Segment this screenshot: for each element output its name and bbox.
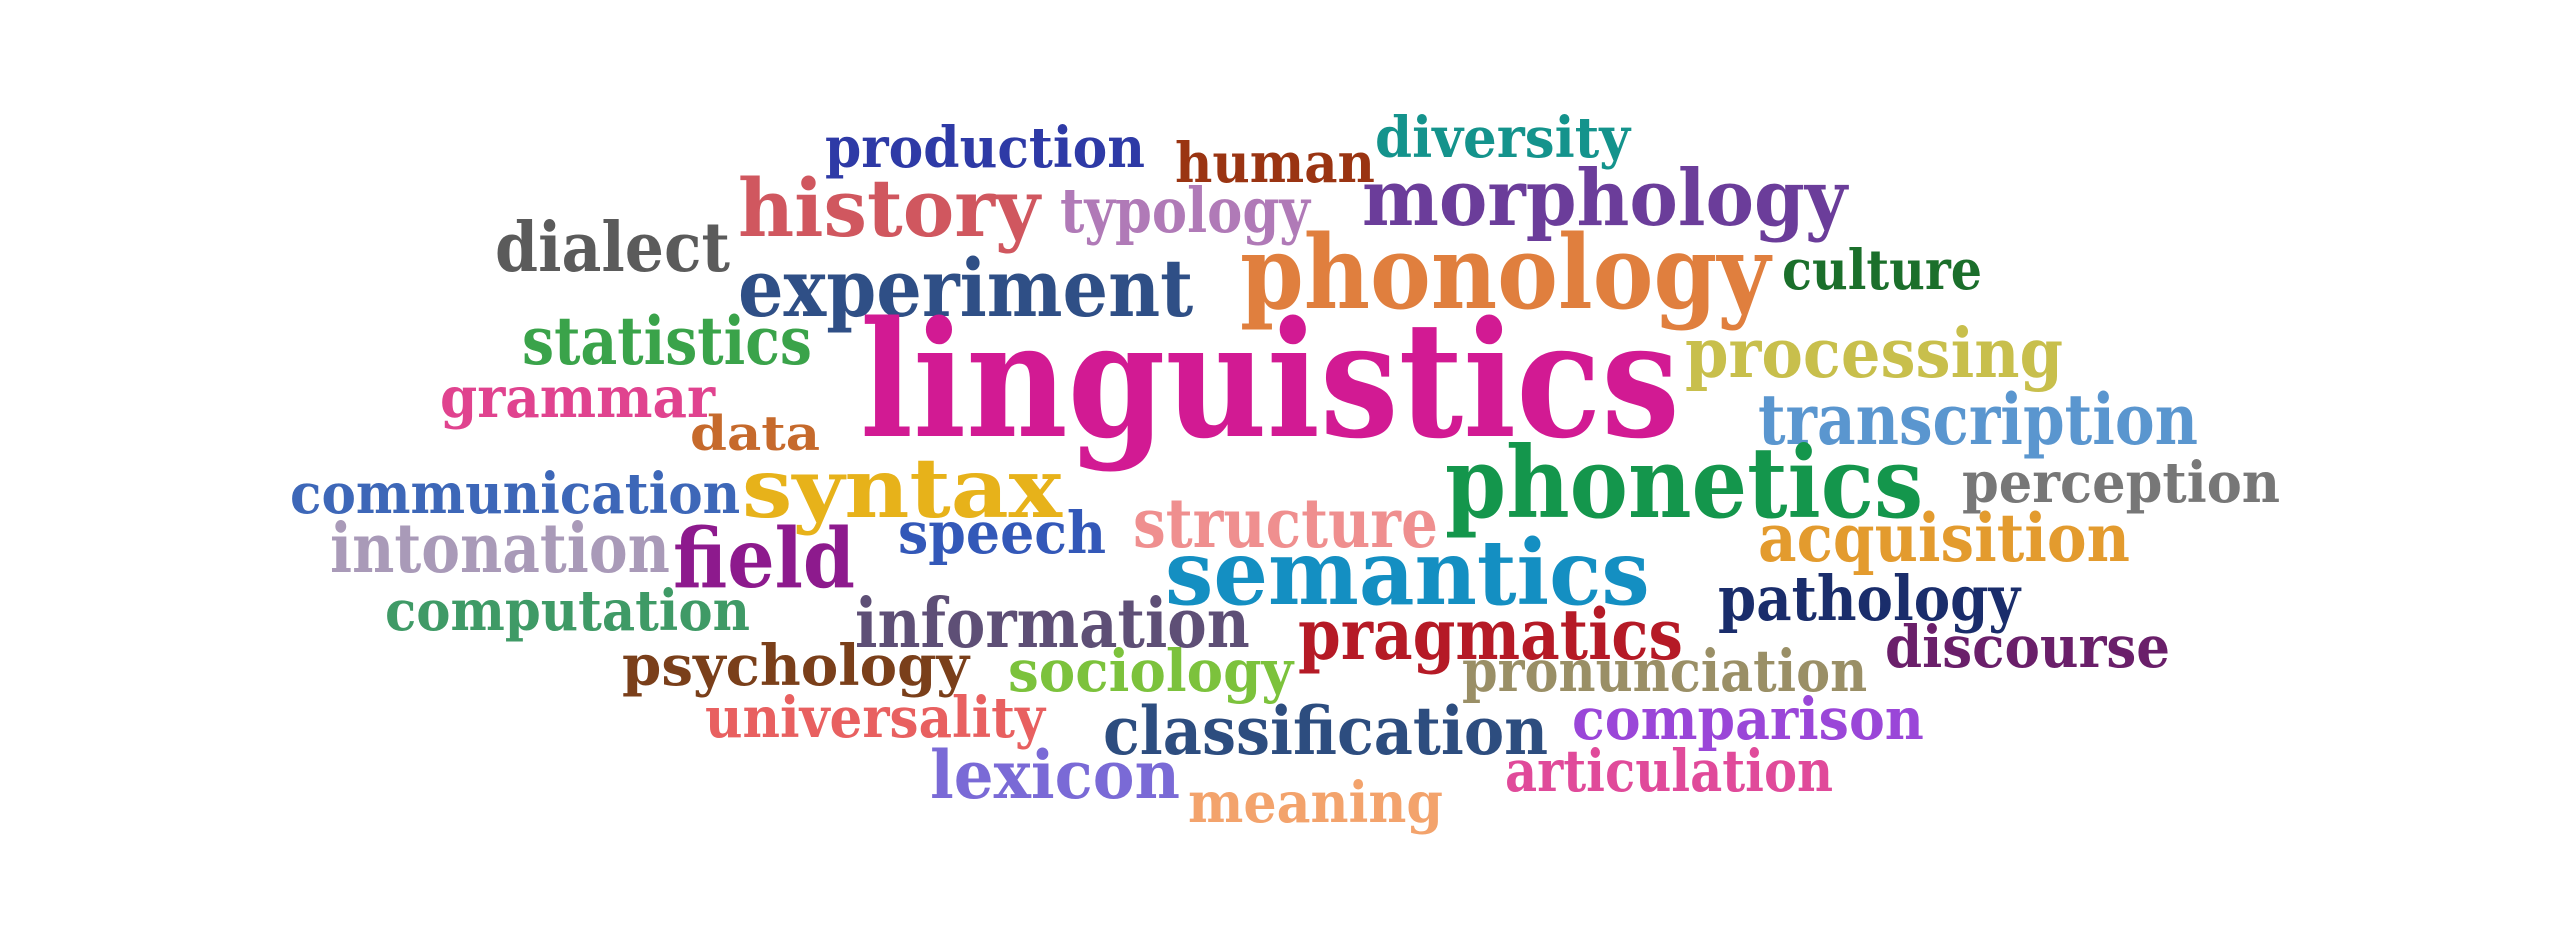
word-psychology: psychology: [622, 633, 970, 699]
word-perception: perception: [1962, 450, 2281, 516]
word-pathology: pathology: [1718, 562, 2021, 635]
word-pragmatics: pragmatics: [1298, 593, 1684, 676]
word-articulation: articulation: [1505, 737, 1834, 805]
word-phonology: phonology: [1240, 213, 1771, 333]
word-morphology: morphology: [1362, 153, 1848, 244]
word-lexicon: lexicon: [930, 736, 1180, 814]
word-communication: communication: [290, 461, 741, 527]
word-comparison: comparison: [1572, 685, 1924, 753]
word-universality: universality: [705, 685, 1045, 751]
word-syntax: syntax: [742, 441, 1063, 537]
word-grammar: grammar: [440, 365, 716, 431]
word-transcription: transcription: [1758, 378, 2198, 461]
word-processing: processing: [1685, 314, 2064, 394]
word-discourse: discourse: [1885, 613, 2171, 681]
word-speech: speech: [898, 499, 1107, 567]
word-statistics: statistics: [522, 302, 812, 380]
word-culture: culture: [1782, 237, 1983, 302]
word-production: production: [825, 115, 1145, 181]
word-information: information: [855, 584, 1250, 664]
word-phonetics: phonetics: [1445, 426, 1924, 541]
word-diversity: diversity: [1375, 105, 1631, 171]
word-classification: classification: [1103, 692, 1549, 770]
word-acquisition: acquisition: [1758, 499, 2130, 577]
word-sociology: sociology: [1008, 637, 1294, 705]
word-data: data: [690, 406, 820, 462]
word-experiment: experiment: [738, 241, 1194, 335]
word-semantics: semantics: [1165, 520, 1650, 626]
word-typology: typology: [1060, 174, 1310, 247]
word-pronunciation: pronunciation: [1462, 637, 1868, 705]
word-meaning: meaning: [1188, 770, 1444, 836]
word-structure: structure: [1133, 484, 1439, 564]
word-history: history: [738, 161, 1040, 255]
word-field: field: [673, 511, 856, 607]
word-dialect: dialect: [495, 208, 730, 288]
word-linguistics: linguistics: [860, 286, 1680, 474]
word-human: human: [1175, 130, 1375, 195]
word-computation: computation: [385, 578, 750, 644]
word-intonation: intonation: [330, 509, 670, 589]
